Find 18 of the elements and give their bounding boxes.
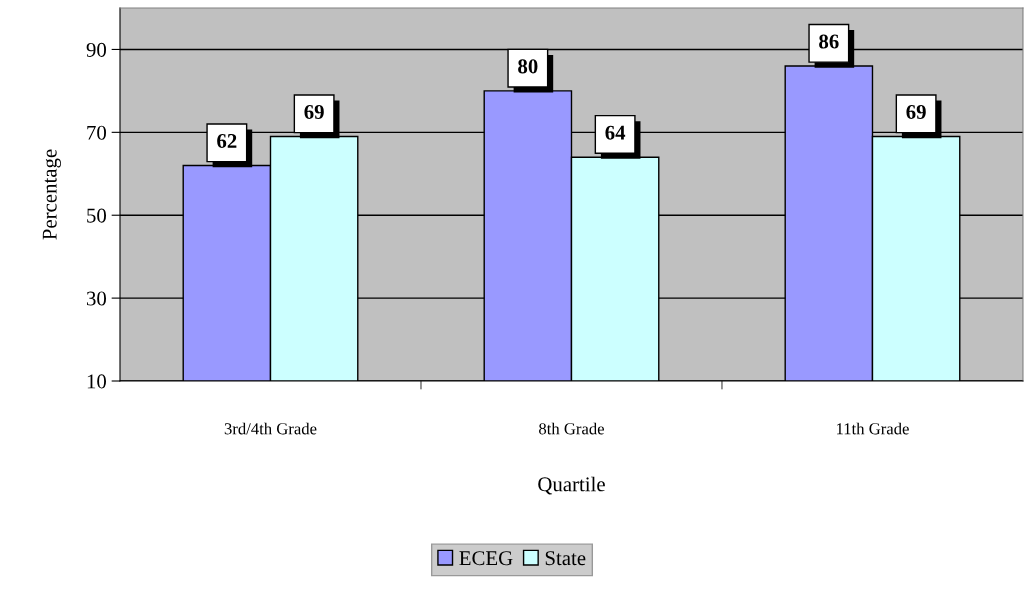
- x-tick-label: 3rd/4th Grade: [224, 422, 317, 435]
- x-tick-label: 8th Grade: [539, 422, 604, 435]
- data-label: 69: [906, 104, 926, 119]
- legend-label: ECEG: [459, 551, 513, 566]
- y-axis-title: Percentage: [42, 149, 61, 240]
- x-axis-title: Quartile: [538, 476, 605, 495]
- data-label: 86: [819, 34, 839, 49]
- data-label: 69: [304, 104, 324, 119]
- y-tick-label: 50: [87, 208, 107, 223]
- data-label: 64: [605, 125, 626, 140]
- y-tick-label: 30: [86, 291, 107, 306]
- y-tick-label: 70: [87, 125, 107, 140]
- y-tick-label: 90: [86, 42, 107, 57]
- x-tick-label: 11th Grade: [837, 422, 909, 435]
- data-label: 80: [518, 59, 538, 74]
- data-label: 62: [217, 133, 237, 148]
- legend-label: State: [545, 551, 586, 566]
- y-tick-label: 10: [87, 374, 107, 389]
